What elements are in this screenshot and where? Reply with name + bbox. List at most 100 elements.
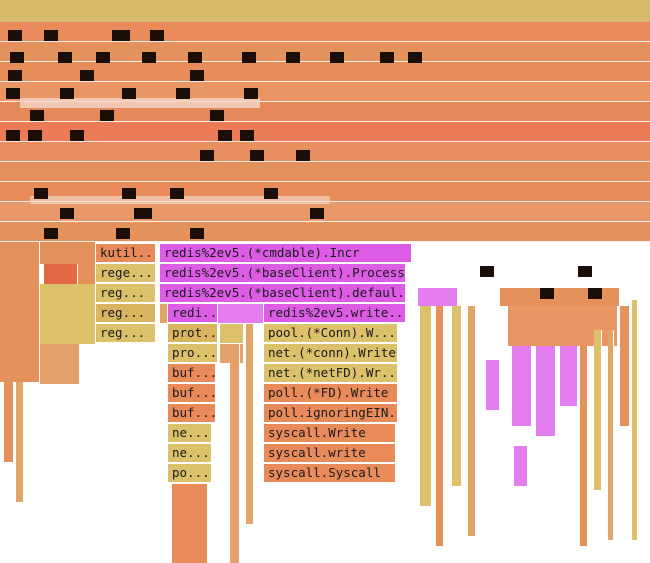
frame[interactable]: redis%2ev5.(*cmdable).Incr	[160, 244, 412, 263]
frame-stub[interactable]	[608, 330, 614, 540]
frame-band-1[interactable]	[0, 22, 650, 42]
frame[interactable]: prot...	[168, 324, 218, 343]
redacted-block	[150, 30, 164, 41]
frame-stub[interactable]	[560, 346, 578, 406]
redacted-block	[240, 130, 254, 141]
redacted-block	[44, 30, 58, 41]
frame-stub[interactable]	[536, 346, 556, 436]
frame-band-2[interactable]	[0, 42, 650, 62]
frame-stub[interactable]	[40, 344, 80, 384]
redacted-block	[44, 228, 58, 239]
frame-stub[interactable]	[172, 484, 208, 563]
redacted-block	[330, 52, 344, 63]
frame-band-6[interactable]	[0, 122, 650, 142]
frame[interactable]: reg...	[96, 324, 156, 343]
frame-stub[interactable]	[230, 344, 240, 563]
frame-stub[interactable]	[16, 382, 24, 502]
frame[interactable]: po...	[168, 464, 212, 483]
frame-stub[interactable]	[594, 330, 602, 490]
frame[interactable]: net.(*netFD).Wr...	[264, 364, 398, 383]
redacted-block	[122, 188, 136, 199]
redacted-block	[122, 88, 136, 99]
redacted-block	[8, 70, 22, 81]
redacted-block	[116, 228, 130, 239]
redacted-block	[250, 150, 264, 161]
frame-band-8[interactable]	[0, 162, 650, 182]
redacted-block	[286, 52, 300, 63]
redacted-block	[6, 88, 20, 99]
redacted-block	[30, 110, 44, 121]
frame[interactable]: redis%2ev5.write...	[264, 304, 406, 323]
frame[interactable]: buf...	[168, 404, 216, 423]
frame[interactable]: buf...	[168, 364, 216, 383]
frame-band-10[interactable]	[0, 202, 650, 222]
frame-stub[interactable]	[218, 304, 264, 323]
frame[interactable]: syscall.write	[264, 444, 396, 463]
frame[interactable]: buf...	[168, 384, 216, 403]
frame[interactable]: pool.(*Conn).W...	[264, 324, 398, 343]
redacted-block	[588, 288, 602, 299]
frame[interactable]: poll.ignoringEIN...	[264, 404, 398, 423]
frame-stub[interactable]	[620, 306, 630, 426]
redacted-block	[380, 52, 394, 63]
frame[interactable]: redis%2ev5.(*baseClient).defaul...	[160, 284, 406, 303]
frame[interactable]: syscall.Write	[264, 424, 396, 443]
redacted-block	[6, 130, 20, 141]
frame-band-7[interactable]	[0, 142, 650, 162]
redacted-block	[28, 130, 42, 141]
frame[interactable]: ne...	[168, 424, 212, 443]
redacted-block	[58, 52, 72, 63]
frame[interactable]: rege...	[96, 264, 156, 283]
frame-stub[interactable]	[632, 300, 638, 540]
frame[interactable]: syscall.Syscall	[264, 464, 396, 483]
frame-stub[interactable]	[486, 360, 500, 410]
frame-stub[interactable]	[78, 264, 96, 284]
redacted-block	[60, 208, 74, 219]
frame-stub[interactable]	[418, 288, 458, 306]
redacted-block	[244, 88, 258, 99]
frame-stub[interactable]	[0, 242, 40, 382]
redacted-block	[188, 52, 202, 63]
root-frame[interactable]	[0, 0, 650, 22]
frame-stub[interactable]	[468, 306, 476, 536]
frame-stub[interactable]	[420, 306, 432, 506]
frame[interactable]: pro...	[168, 344, 218, 363]
frame[interactable]: reg...	[96, 304, 156, 323]
frame-stub[interactable]	[436, 306, 444, 546]
frame-stub[interactable]	[40, 284, 96, 344]
blur-strip	[30, 196, 330, 204]
frame-stub[interactable]	[452, 306, 462, 486]
redacted-block	[296, 150, 310, 161]
redacted-block	[70, 130, 84, 141]
redacted-block	[176, 88, 190, 99]
frame-stub[interactable]	[580, 346, 588, 546]
frame[interactable]: kutil....	[96, 244, 156, 263]
frame-stub[interactable]	[514, 446, 528, 486]
frame-stub[interactable]	[40, 242, 96, 264]
frame[interactable]: redis%2ev5.(*baseClient).Process	[160, 264, 406, 283]
frame-stub[interactable]	[160, 304, 168, 323]
redacted-block	[170, 188, 184, 199]
frame-stub[interactable]	[500, 288, 620, 306]
redacted-block	[540, 288, 554, 299]
frame[interactable]: redi...	[168, 304, 218, 323]
redacted-block	[10, 52, 24, 63]
redacted-block	[218, 130, 232, 141]
blur-strip	[20, 98, 260, 108]
frame[interactable]: ne...	[168, 444, 212, 463]
frame-stub[interactable]	[512, 346, 532, 426]
frame-stub[interactable]	[220, 324, 244, 343]
frame[interactable]: reg...	[96, 284, 156, 303]
frame-band-11[interactable]	[0, 222, 650, 242]
frame-band-3[interactable]	[0, 62, 650, 82]
redacted-block	[190, 228, 204, 239]
frame-band-4[interactable]	[0, 82, 650, 102]
frame-stub[interactable]	[246, 324, 254, 524]
frame[interactable]: net.(*conn).Write	[264, 344, 398, 363]
frame[interactable]: poll.(*FD).Write	[264, 384, 398, 403]
frame-stub[interactable]	[44, 264, 78, 284]
frame-stub[interactable]	[4, 382, 14, 462]
redacted-block	[80, 70, 94, 81]
redacted-block	[112, 30, 130, 41]
